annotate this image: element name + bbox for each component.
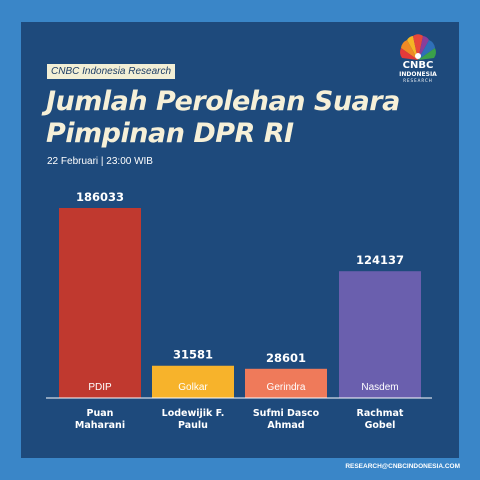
- party-label: PDIP: [88, 382, 112, 393]
- value-label: 28601: [266, 351, 306, 365]
- bar-golkar: [152, 365, 234, 398]
- logo-text-research: RESEARCH: [403, 78, 433, 83]
- bar-nasdem: [339, 271, 421, 398]
- chart-title: Jumlah Perolehan Suara Pimpinan DPR RI: [46, 86, 426, 150]
- party-label: Gerindra: [267, 382, 306, 393]
- cnbc-logo: CNBC INDONESIA RESEARCH: [392, 34, 444, 92]
- bar-pdip: [59, 208, 141, 398]
- party-label: Nasdem: [361, 382, 398, 393]
- source-tag: CNBC Indonesia Research: [47, 64, 176, 79]
- value-label: 124137: [356, 253, 404, 267]
- title-line-1: Jumlah Perolehan Suara: [46, 86, 400, 117]
- bar-gerindra: [245, 368, 327, 398]
- category-label-line2: Maharani: [75, 420, 125, 431]
- footer-email: RESEARCH@CNBCINDONESIA.COM: [345, 463, 460, 470]
- value-label: 186033: [76, 190, 124, 204]
- category-label: Lodewijik F.: [162, 408, 225, 419]
- category-label: Puan: [87, 408, 114, 419]
- logo-text-cnbc: CNBC: [402, 60, 434, 71]
- title-line-2: Pimpinan DPR RI: [46, 118, 294, 149]
- value-label: 31581: [173, 348, 213, 362]
- category-label-line2: Gobel: [365, 420, 396, 431]
- category-label-line2: Paulu: [178, 420, 208, 431]
- date-stamp: 22 Februari | 23:00 WIB: [47, 156, 153, 167]
- peacock-icon: [400, 34, 436, 60]
- category-label-line2: Ahmad: [267, 420, 304, 431]
- category-label: Sufmi Dasco: [253, 408, 320, 419]
- party-label: Golkar: [178, 382, 208, 393]
- category-label: Rachmat: [357, 408, 404, 419]
- logo-text-indonesia: INDONESIA: [399, 71, 437, 78]
